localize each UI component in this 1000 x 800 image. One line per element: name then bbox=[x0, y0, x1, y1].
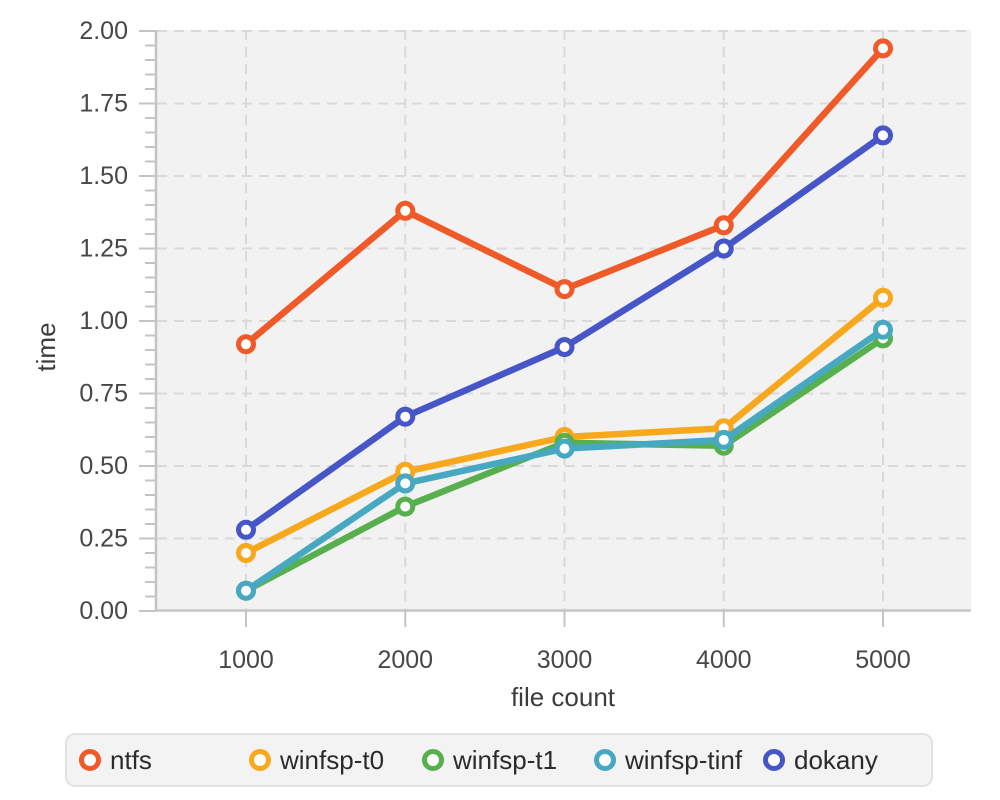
legend-marker-winfsp-tinf-icon bbox=[594, 749, 616, 771]
legend-label: winfsp-t0 bbox=[280, 744, 385, 775]
legend-item-winfsp-t0[interactable]: winfsp-t0 bbox=[249, 735, 384, 785]
y-tick-label: 1.75 bbox=[79, 90, 128, 118]
legend: ntfs winfsp-t0 winfsp-t1 winfsp-tinf dokany bbox=[65, 733, 933, 787]
y-tick-label: 0.50 bbox=[79, 452, 128, 480]
legend-marker-dokany-icon bbox=[763, 749, 785, 771]
legend-item-dokany[interactable]: dokany bbox=[763, 735, 878, 785]
legend-item-winfsp-tinf[interactable]: winfsp-tinf bbox=[594, 735, 742, 785]
point-winfsp-t0-5000 bbox=[873, 287, 893, 308]
tick-labels: 0.00 0.25 0.50 0.75 1.00 1.25 1.50 1.75 2.00 1000… bbox=[79, 17, 910, 674]
y-tick-label: 0.75 bbox=[79, 380, 128, 408]
point-winfsp-t1-2000 bbox=[395, 496, 416, 517]
point-winfsp-tinf-1000 bbox=[236, 580, 256, 601]
y-tick-label: 0.00 bbox=[79, 597, 128, 625]
x-tick-label: 5000 bbox=[855, 646, 911, 674]
x-tick-label: 4000 bbox=[696, 646, 752, 674]
y-tick-label: 1.25 bbox=[79, 235, 128, 263]
point-ntfs-1000 bbox=[236, 334, 256, 355]
point-dokany-5000 bbox=[873, 125, 893, 146]
point-ntfs-5000 bbox=[873, 38, 893, 59]
point-dokany-1000 bbox=[236, 519, 256, 540]
y-tick-label: 0.25 bbox=[79, 525, 128, 553]
x-axis-title: file count bbox=[510, 682, 616, 712]
series-dokany bbox=[236, 125, 893, 540]
axis-ticks bbox=[139, 30, 884, 627]
point-winfsp-tinf-4000 bbox=[713, 429, 734, 450]
series-ntfs bbox=[236, 38, 893, 355]
point-dokany-3000 bbox=[554, 337, 575, 358]
legend-label: ntfs bbox=[110, 744, 152, 775]
legend-item-winfsp-t1[interactable]: winfsp-t1 bbox=[422, 735, 557, 785]
legend-label: winfsp-tinf bbox=[625, 744, 743, 775]
series-winfsp-tinf bbox=[236, 319, 893, 601]
x-tick-label: 1000 bbox=[218, 646, 274, 674]
point-dokany-2000 bbox=[395, 406, 416, 427]
point-winfsp-tinf-5000 bbox=[873, 319, 893, 340]
point-ntfs-2000 bbox=[395, 200, 416, 221]
y-tick-label: 1.00 bbox=[79, 307, 128, 335]
y-tick-label: 1.50 bbox=[79, 162, 128, 190]
y-tick-label: 2.00 bbox=[79, 17, 128, 45]
x-tick-label: 3000 bbox=[537, 646, 593, 674]
point-winfsp-tinf-3000 bbox=[554, 438, 575, 459]
point-ntfs-4000 bbox=[713, 215, 734, 236]
legend-marker-winfsp-t0-icon bbox=[249, 749, 271, 771]
legend-item-ntfs[interactable]: ntfs bbox=[79, 735, 152, 785]
point-winfsp-tinf-2000 bbox=[395, 473, 416, 494]
legend-marker-winfsp-t1-icon bbox=[422, 749, 444, 771]
point-winfsp-t0-1000 bbox=[236, 543, 256, 563]
x-tick-label: 2000 bbox=[377, 646, 433, 674]
legend-marker-ntfs-icon bbox=[79, 749, 101, 771]
legend-label: winfsp-t1 bbox=[453, 744, 558, 775]
legend-label: dokany bbox=[794, 744, 878, 775]
point-ntfs-3000 bbox=[554, 279, 575, 300]
y-axis-title: time bbox=[30, 322, 61, 372]
point-dokany-4000 bbox=[713, 238, 734, 259]
